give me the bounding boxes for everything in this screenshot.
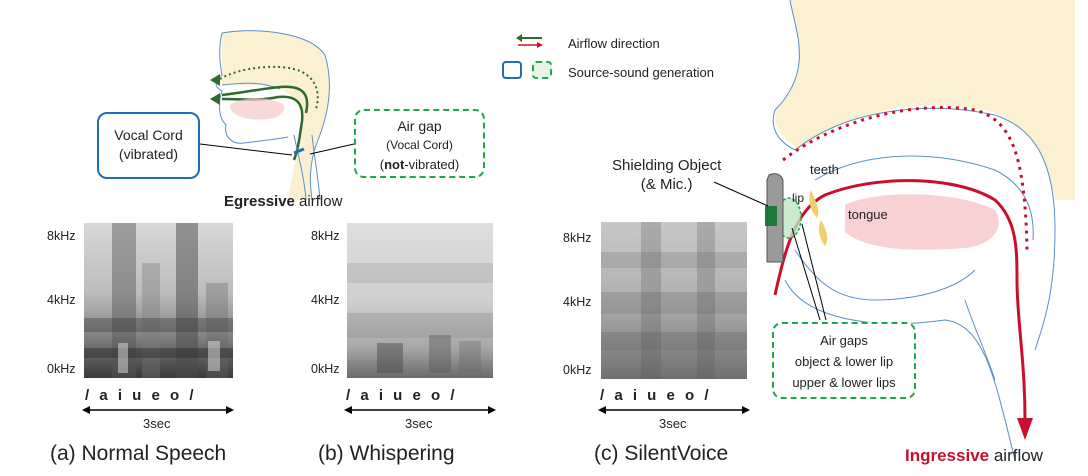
spec-c-duration-arrow — [598, 406, 750, 414]
vocal-cord-line2: (vibrated) — [118, 146, 179, 162]
air-gaps-pointers — [791, 223, 827, 321]
spec-b-duration-arrow — [344, 406, 496, 414]
spectrogram-whispering — [347, 223, 493, 378]
caption-whispering: (b) Whispering — [318, 442, 455, 465]
spectrogram-normal-speech — [84, 223, 233, 378]
spectrogram-silentvoice — [601, 222, 747, 379]
lip-label: lip — [792, 191, 805, 205]
tongue-label: tongue — [848, 207, 888, 222]
spec-c-duration: 3sec — [659, 416, 687, 431]
caption-silentvoice: (c) SilentVoice — [594, 442, 729, 465]
vocal-cord-line1: Vocal Cord — [114, 127, 183, 143]
spec-c-tick-0k: 0kHz — [563, 363, 592, 377]
air-gap-not-vibrated: (not-vibrated) — [379, 157, 460, 172]
air-gaps-line2: object & lower lip — [794, 354, 894, 369]
spec-b-tick-4k: 4kHz — [311, 293, 340, 307]
spec-a-phonemes: / a i u e o / — [85, 387, 194, 404]
spec-b-tick-8k: 8kHz — [311, 229, 340, 243]
spec-c-tick-8k: 8kHz — [563, 231, 592, 245]
shielding-object-label: Shielding Object (& Mic.) — [612, 156, 721, 194]
vocal-cord-pointer — [200, 143, 293, 156]
air-gap-title: Air gap — [397, 118, 442, 134]
spec-b-tick-0k: 0kHz — [311, 362, 340, 376]
teeth-label: teeth — [810, 162, 839, 177]
air-gaps-line3: upper & lower lips — [792, 375, 896, 390]
spec-a-tick-0k: 0kHz — [47, 362, 76, 376]
shielding-object-line2: (& Mic.) — [640, 176, 693, 193]
spec-c-tick-4k: 4kHz — [563, 295, 592, 309]
air-gaps-title: Air gaps — [820, 333, 868, 348]
air-gap-subtitle: (Vocal Cord) — [386, 138, 453, 152]
legend-airflow-arrows-icon — [516, 34, 543, 48]
caption-normal-speech: (a) Normal Speech — [50, 442, 227, 465]
spec-b-phonemes: / a i u e o / — [346, 387, 455, 404]
air-gap-pointer — [309, 143, 355, 155]
spec-c-phonemes: / a i u e o / — [600, 387, 709, 404]
spec-b-duration: 3sec — [405, 416, 433, 431]
ingressive-airflow-label: Ingressive airflow — [905, 446, 1043, 465]
legend-airflow-label: Airflow direction — [568, 36, 660, 51]
egressive-airflow-label: Egressive airflow — [224, 193, 343, 210]
shielding-object-line1: Shielding Object — [612, 157, 722, 174]
shielding-pointer — [713, 181, 769, 207]
spec-a-duration: 3sec — [143, 416, 171, 431]
right-head-illustration — [765, 0, 1075, 460]
spec-a-duration-arrow — [82, 406, 234, 414]
air-gap-callout: Air gap (Vocal Cord) (not-vibrated) — [354, 109, 485, 178]
spec-a-tick-4k: 4kHz — [47, 293, 76, 307]
air-gaps-callout: Air gaps object & lower lip upper & lowe… — [772, 322, 916, 399]
vocal-cord-callout: Vocal Cord (vibrated) — [97, 112, 200, 179]
legend-source-label: Source-sound generation — [568, 65, 714, 80]
spec-a-tick-8k: 8kHz — [47, 229, 76, 243]
left-head-illustration — [210, 30, 330, 200]
legend-blue-box-icon — [502, 61, 522, 79]
legend-green-box-icon — [532, 61, 552, 79]
